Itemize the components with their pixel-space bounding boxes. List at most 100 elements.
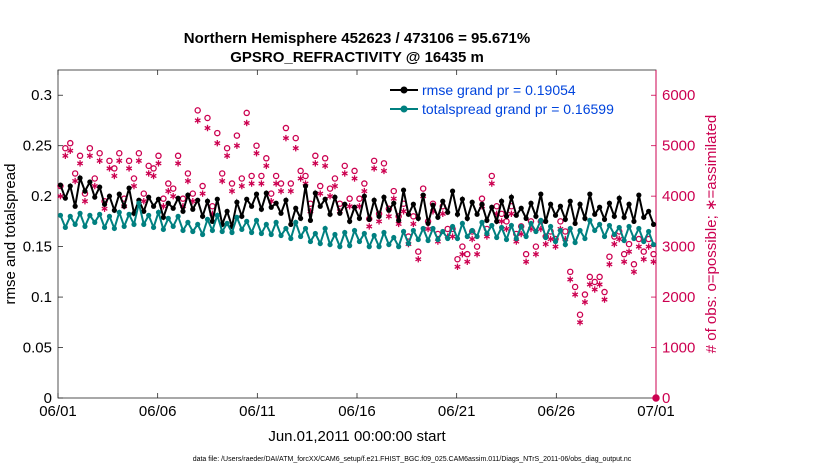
obs-assimilated-point <box>473 250 481 258</box>
rmse-point <box>141 208 147 214</box>
rmse-point <box>332 194 338 200</box>
totalspread-point <box>278 232 284 239</box>
obs-assimilated-point <box>630 268 638 276</box>
obs-possible-point <box>321 155 329 162</box>
rmse-point <box>209 218 216 224</box>
obs-possible-point <box>116 150 123 157</box>
rmse-point <box>489 204 495 210</box>
obs-possible-point <box>312 152 319 160</box>
obs-possible-point <box>630 261 638 268</box>
totalspread-point <box>239 226 245 233</box>
totalspread-point <box>611 231 617 238</box>
rmse-point <box>650 221 657 228</box>
rmse-point <box>587 191 593 197</box>
obs-possible-point <box>331 175 339 182</box>
rmse-point <box>72 203 78 209</box>
rmse-point <box>190 206 196 212</box>
obs-assimilated-point <box>542 240 549 248</box>
rmse-point <box>577 201 583 207</box>
obs-possible-point <box>140 190 148 197</box>
rmse-point <box>543 218 549 224</box>
obs-possible-point <box>169 185 177 192</box>
obs-assimilated-point <box>258 180 265 187</box>
obs-possible-point <box>106 157 113 165</box>
obs-assimilated-point <box>317 190 324 197</box>
rmse-point <box>356 215 363 221</box>
obs-assimilated-point <box>454 263 461 270</box>
obs-possible-point <box>125 157 133 165</box>
totalspread-point <box>293 219 299 225</box>
rmse-point <box>121 203 127 209</box>
totalspread-point <box>567 225 573 232</box>
totalspread-point <box>165 215 171 221</box>
totalspread-point <box>582 235 588 242</box>
obs-assimilated-point <box>96 157 103 165</box>
totalspread-point <box>646 228 652 235</box>
totalspread-point <box>650 241 657 248</box>
obs-assimilated-point <box>645 243 652 250</box>
totalspread-point <box>322 225 328 232</box>
obs-possible-point <box>591 278 598 286</box>
obs-assimilated-point <box>91 182 98 190</box>
totalspread-point <box>449 223 456 230</box>
obs-assimilated-point <box>72 177 79 185</box>
obs-possible-point <box>478 195 486 202</box>
y-axis-label-right: # of obs: o=possible; ∗=assimilated <box>703 115 720 354</box>
obs-possible-point <box>640 248 647 255</box>
totalspread-point <box>523 233 529 240</box>
obs-possible-point <box>248 172 255 180</box>
obs-assimilated-point <box>253 150 260 157</box>
rmse-point <box>557 203 564 209</box>
obs-possible-point <box>228 180 236 187</box>
obs-assimilated-point <box>449 233 456 240</box>
obs-assimilated-point <box>380 167 388 175</box>
legend-entry-totalspread: totalspread grand pr = 0.16599 <box>390 101 614 117</box>
rmse-point <box>425 220 431 227</box>
rmse-point <box>67 183 73 189</box>
obs-assimilated-point <box>508 210 515 218</box>
totalspread-point <box>371 232 377 239</box>
totalspread-point <box>190 228 196 235</box>
totalspread-point <box>498 224 505 231</box>
line-series-group <box>57 174 657 250</box>
rmse-point <box>646 208 652 214</box>
totalspread-point <box>454 235 461 242</box>
obs-possible-point <box>71 170 79 177</box>
rmse-point <box>155 196 162 202</box>
obs-possible-point <box>287 180 295 187</box>
totalspread-point <box>62 224 68 231</box>
chart-title-line1: Northern Hemisphere 452623 / 473106 = 95… <box>184 30 530 47</box>
obs-possible-point <box>586 273 594 281</box>
rmse-point <box>459 196 465 202</box>
rmse-point <box>273 200 279 206</box>
rmse-point <box>342 201 348 207</box>
y-axis-left: 0 0.05 0.1 0.15 0.2 0.25 0.3 <box>23 87 63 407</box>
rmse-point <box>214 196 220 202</box>
y-right-tick-label: 6000 <box>662 87 695 104</box>
totalspread-point <box>508 222 515 229</box>
x-tick-label: 06/11 <box>239 403 275 420</box>
obs-possible-point <box>165 180 172 187</box>
totalspread-point <box>386 241 392 248</box>
obs-assimilated-point <box>219 177 226 185</box>
obs-assimilated-point <box>106 165 113 172</box>
rmse-point <box>376 213 382 219</box>
rmse-point <box>116 191 122 197</box>
obs-possible-point <box>194 107 201 114</box>
rmse-point <box>606 200 613 206</box>
totalspread-point <box>337 244 343 250</box>
obs-assimilated-point <box>292 145 299 152</box>
obs-assimilated-point <box>312 160 319 167</box>
rmse-point <box>464 215 470 221</box>
rmse-point <box>371 197 377 203</box>
obs-possible-point <box>145 162 152 170</box>
obs-possible-point <box>150 165 157 172</box>
totalspread-point <box>543 234 549 241</box>
rmse-point <box>204 198 211 204</box>
totalspread-line <box>59 202 655 250</box>
rmse-point <box>106 193 113 199</box>
totalspread-point <box>445 235 451 242</box>
totalspread-point <box>592 227 598 234</box>
obs-assimilated-point <box>57 192 64 200</box>
